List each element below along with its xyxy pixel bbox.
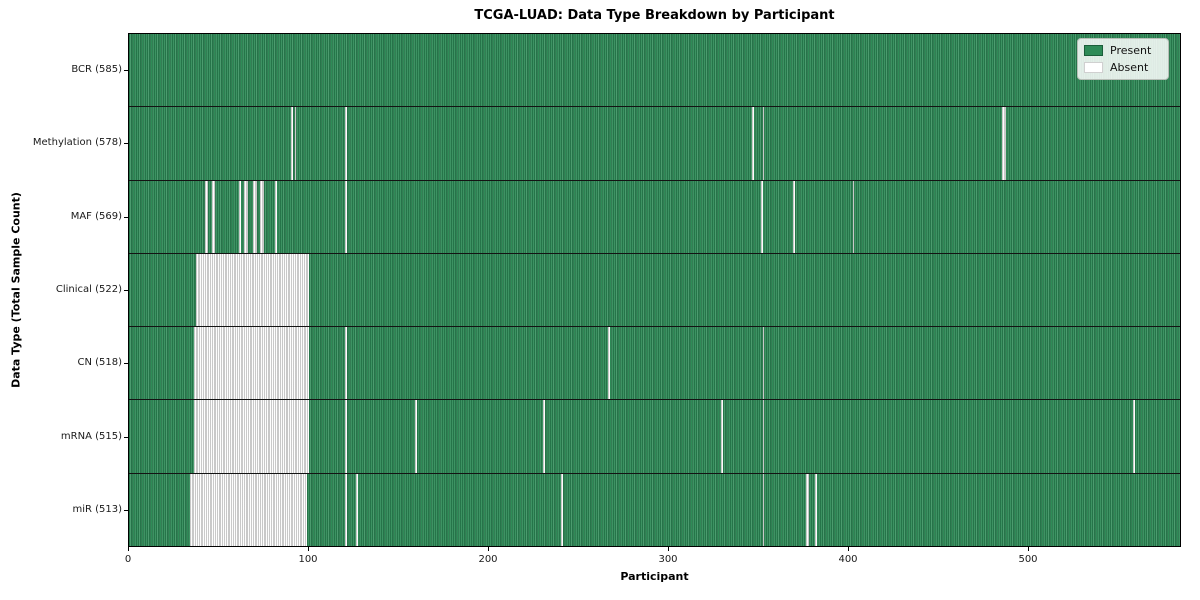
legend-item-absent: Absent bbox=[1084, 61, 1160, 74]
absent-run bbox=[814, 473, 817, 546]
absent-run bbox=[762, 473, 765, 546]
y-tick-label-bcr: BCR (585) bbox=[71, 63, 122, 75]
y-tick-mark bbox=[124, 363, 128, 365]
legend-label-present: Present bbox=[1110, 44, 1152, 57]
absent-run bbox=[1133, 400, 1136, 473]
y-tick-label-methylation: Methylation (578) bbox=[32, 137, 122, 149]
absent-run bbox=[852, 180, 855, 253]
absent-run bbox=[1002, 107, 1006, 180]
absent-run bbox=[204, 180, 209, 253]
y-tick-label-mir: miR (513) bbox=[72, 504, 122, 516]
absent-run bbox=[762, 327, 765, 400]
absent-run bbox=[751, 107, 754, 180]
x-tick-mark bbox=[308, 547, 309, 551]
legend: Present Absent bbox=[1077, 38, 1169, 80]
x-tick-label-0: 0 bbox=[124, 554, 132, 565]
absent-run bbox=[415, 400, 417, 473]
absent-run bbox=[345, 473, 347, 546]
y-tick-label-clinical: Clinical (522) bbox=[55, 284, 122, 295]
row-maf bbox=[129, 180, 1180, 254]
absent-run bbox=[193, 400, 309, 473]
absent-run bbox=[195, 253, 309, 327]
absent-run bbox=[345, 327, 347, 400]
absent-run bbox=[721, 400, 723, 473]
row-methylation bbox=[129, 107, 1180, 181]
x-tick-mark bbox=[668, 547, 669, 551]
absent-run bbox=[607, 327, 610, 400]
absent-run bbox=[561, 473, 563, 546]
absent-run bbox=[238, 180, 241, 253]
y-tick-mark bbox=[124, 510, 128, 512]
row-cn bbox=[129, 327, 1180, 401]
absent-run bbox=[193, 327, 309, 400]
x-tick-mark bbox=[848, 547, 849, 551]
y-tick-mark bbox=[124, 290, 128, 291]
y-tick-label-maf: MAF (569) bbox=[70, 210, 122, 222]
absent-run bbox=[762, 400, 765, 473]
absent-run bbox=[291, 107, 293, 180]
absent-run bbox=[244, 180, 248, 253]
absent-run bbox=[274, 180, 277, 253]
chart-title: TCGA-LUAD: Data Type Breakdown by Partic… bbox=[474, 8, 835, 23]
x-tick-mark bbox=[128, 547, 129, 551]
x-tick-mark bbox=[1028, 547, 1029, 551]
absent-run bbox=[793, 180, 795, 253]
legend-swatch-absent bbox=[1084, 62, 1103, 73]
absent-run bbox=[355, 473, 358, 546]
x-tick-label-300: 300 bbox=[658, 554, 678, 565]
row-bcr bbox=[129, 34, 1180, 108]
row-clinical bbox=[129, 253, 1180, 328]
absent-run bbox=[760, 180, 763, 253]
x-tick-label-100: 100 bbox=[298, 554, 318, 565]
y-tick-mark bbox=[124, 216, 128, 218]
legend-item-present: Present bbox=[1084, 44, 1160, 57]
legend-label-absent: Absent bbox=[1110, 61, 1149, 74]
x-tick-mark bbox=[488, 547, 489, 551]
absent-run bbox=[762, 107, 765, 180]
absent-run bbox=[543, 400, 545, 473]
y-tick-mark bbox=[124, 143, 128, 145]
x-tick-label-200: 200 bbox=[478, 554, 498, 565]
absent-run bbox=[345, 107, 347, 180]
x-tick-label-500: 500 bbox=[1018, 554, 1038, 565]
x-tick-label-400: 400 bbox=[838, 554, 858, 565]
absent-run bbox=[345, 400, 347, 473]
absent-run bbox=[805, 473, 810, 546]
x-axis-label: Participant bbox=[620, 570, 689, 583]
row-mrna bbox=[129, 400, 1180, 474]
absent-run bbox=[253, 180, 257, 253]
absent-run bbox=[190, 473, 308, 546]
y-tick-mark bbox=[124, 436, 128, 438]
legend-swatch-present bbox=[1084, 45, 1103, 56]
y-tick-mark bbox=[124, 69, 128, 71]
row-mir bbox=[129, 473, 1180, 546]
y-tick-label-mrna: mRNA (515) bbox=[60, 430, 122, 442]
y-tick-label-cn: CN (518) bbox=[77, 357, 122, 369]
absent-run bbox=[260, 180, 264, 253]
absent-run bbox=[211, 180, 216, 253]
plot-area bbox=[128, 33, 1181, 547]
absent-run bbox=[294, 107, 297, 180]
absent-run bbox=[345, 180, 347, 253]
